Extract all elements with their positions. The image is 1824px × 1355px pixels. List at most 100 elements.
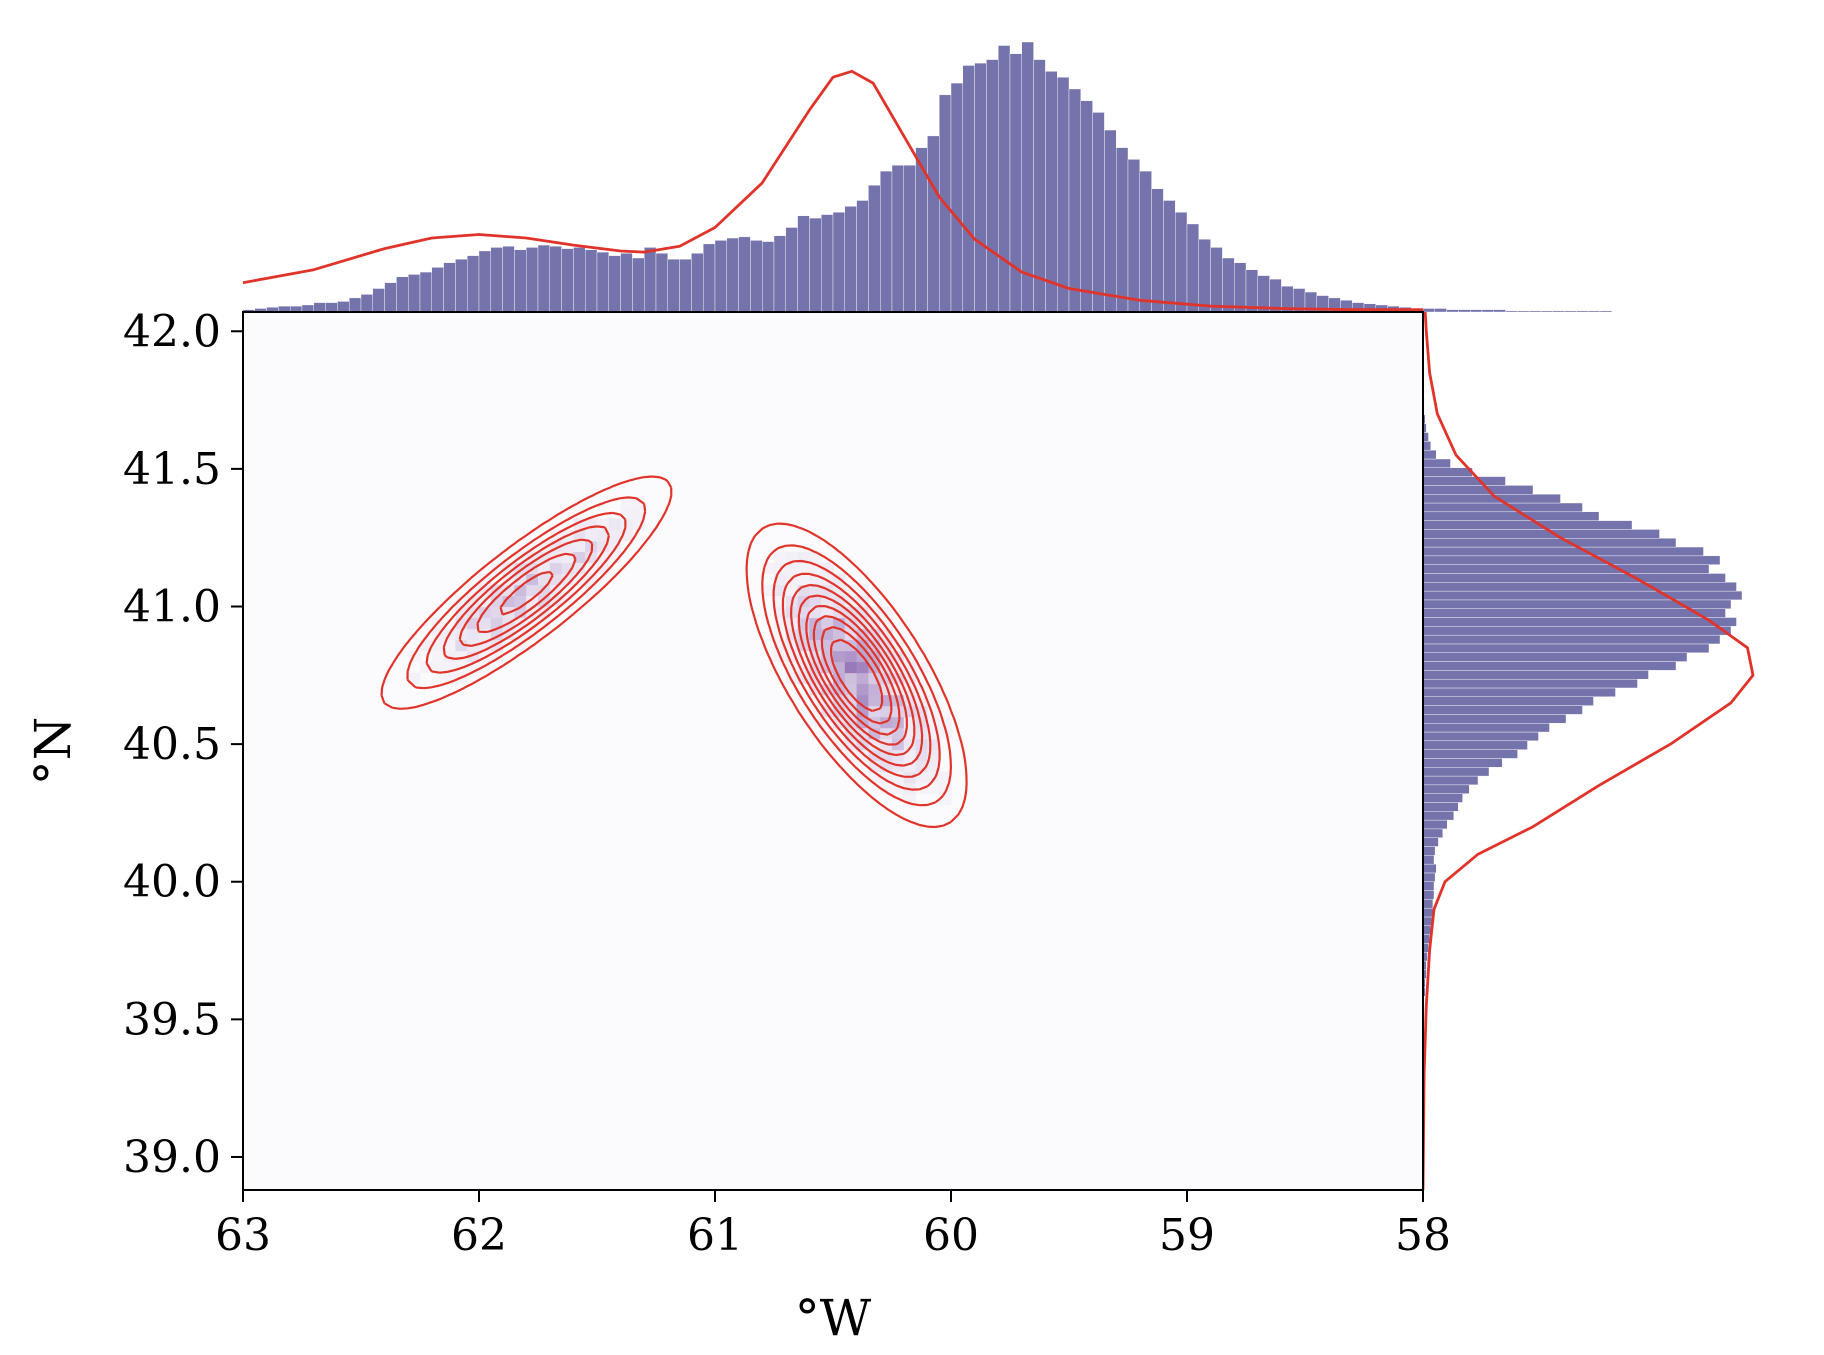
heatmap-cell [868,727,881,740]
heatmap-cell [880,771,893,784]
heatmap-cell [880,705,893,718]
right-marginal-histogram [1421,311,1755,1191]
heatmap-cell [856,727,869,740]
top-hist-bar [891,165,905,313]
top-hist-bar [1552,310,1565,313]
heatmap-cell [585,551,598,564]
right-hist-bar [1422,608,1726,618]
heatmap-cell [443,650,456,663]
heatmap-cell [856,584,869,597]
right-hist-bar [1422,678,1638,689]
right-hist-bar [1422,890,1435,900]
heatmap-cell [490,639,504,652]
top-hist-bar [1151,188,1164,313]
top-hist-bar [502,246,515,313]
heatmap-cell [526,606,539,619]
right-hist-bar [1422,564,1710,574]
heatmap-cell [868,650,881,663]
heatmap-cell [561,562,574,575]
heatmap-cell [927,760,940,773]
heatmap-cell [809,573,822,586]
heatmap-cell [467,595,480,608]
right-hist-bar [1422,590,1743,601]
heatmap-cell [903,705,917,718]
top-hist-bar [1458,309,1471,313]
top-hist-bar [1127,159,1141,313]
top-hist-bar [337,301,350,313]
right-hist-bar [1422,731,1539,742]
heatmap-cell [856,771,869,784]
top-hist-bar [537,244,551,313]
top-hist-bar [844,206,857,313]
top-hist-bar [1422,308,1436,313]
heatmap-cell [844,738,858,751]
right-hist-bar [1422,502,1583,513]
heatmap-cell [856,628,869,641]
kde-contour-line [425,511,941,791]
heatmap-cell [526,584,539,597]
y-tick-label: 39.5 [123,994,221,1045]
heatmap-cell [785,672,799,685]
heatmap-cell [915,749,928,762]
right-hist-bar [1422,476,1506,486]
heatmap-cell [538,617,551,630]
heatmap-cell [597,529,610,542]
heatmap-cell [538,540,551,553]
kde-contour-line [499,570,908,746]
heatmap-cell [892,782,905,795]
heatmap-cell [774,551,787,564]
right-hist-bar [1422,467,1473,477]
right-hist-bar [1422,793,1463,803]
right-hist-bar [1422,846,1436,856]
heatmap-cell [927,782,940,795]
top-hist-bar [1481,309,1495,313]
top-hist-bar [974,62,987,313]
heatmap-cell [915,705,928,718]
heatmap-cell [549,540,563,553]
top-marginal-histogram [242,41,1613,313]
top-hist-bar [1469,309,1483,313]
right-hist-bar [1422,723,1550,733]
heatmap-cell [526,551,539,564]
heatmap-cell [856,661,869,674]
heatmap-cell [420,639,433,652]
heatmap-cell [868,661,881,674]
heatmap-cell [868,683,881,696]
right-hist-bar [1422,767,1490,777]
heatmap-cell [797,661,810,674]
right-hist-bar [1422,458,1451,468]
heatmap-cell [880,694,893,707]
heatmap-cell [939,782,952,795]
heatmap-cell [856,639,869,652]
heatmap-cell [632,507,645,520]
heatmap-cell [573,540,586,553]
right-hist-bar [1422,925,1431,935]
right-hist-bar [1422,863,1437,874]
heatmap-cell [514,584,527,597]
heatmap-cell [797,617,810,630]
top-hist-bar [514,249,527,313]
top-hist-bar [1104,129,1117,313]
top-hist-bar [1186,223,1200,313]
top-kde-line [242,69,1423,312]
heatmap-cell [833,595,846,608]
heatmap-cell [892,727,905,740]
heatmap-cell [538,562,551,575]
heatmap-cell [774,562,787,575]
heatmap-cell [880,628,893,641]
top-hist-bar [1163,200,1176,313]
heatmap-cell [809,694,822,707]
heatmap-cell [880,683,893,696]
heatmap-cell [467,628,480,641]
top-hist-bar [384,282,397,313]
y-tick-label: 39.0 [123,1132,221,1183]
heatmap-cell [880,749,893,762]
right-hist-bar [1422,740,1528,750]
kde-contour-line [812,615,901,736]
heatmap-cell [821,727,834,740]
top-hist-bar [1576,310,1589,313]
heatmap-cell [844,749,858,762]
heatmap-cell [797,672,810,685]
heatmap-cell [880,672,893,685]
top-hist-bar [1564,310,1577,313]
